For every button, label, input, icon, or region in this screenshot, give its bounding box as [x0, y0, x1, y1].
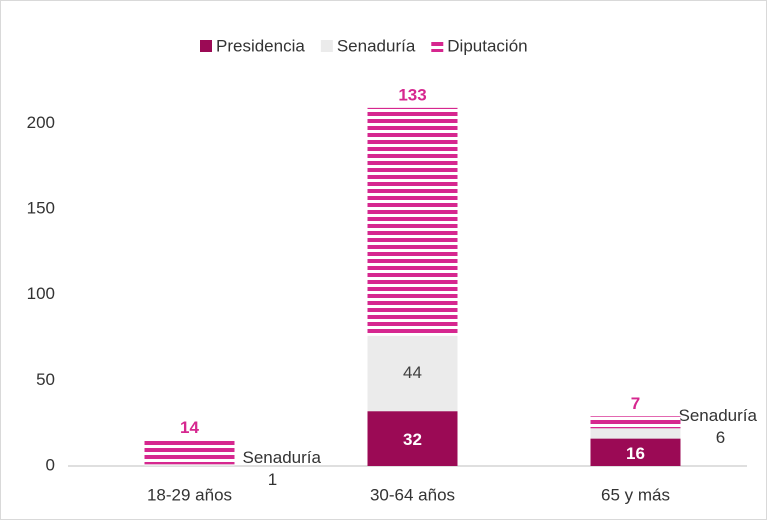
bar-segment [590, 428, 681, 439]
data-label: 14 [180, 418, 199, 437]
x-tick-label: 30-64 años [370, 485, 455, 504]
legend-swatch [320, 40, 333, 52]
data-label-name: Senaduría [243, 448, 322, 467]
data-label: 32 [403, 430, 422, 449]
bar-segment [144, 440, 235, 465]
data-label: 133 [398, 85, 426, 104]
bar-segment [367, 411, 458, 466]
legend-label: Presidencia [216, 36, 305, 55]
y-tick-label: 50 [36, 370, 55, 389]
data-label: 6 [716, 428, 725, 447]
legend-swatch [200, 40, 212, 52]
legend-label: Senaduría [337, 36, 416, 55]
x-tick-label: 18-29 años [147, 485, 232, 504]
legend-label: Diputación [447, 36, 527, 55]
y-tick-label: 200 [27, 113, 55, 132]
bar-segment [144, 464, 235, 466]
data-label: 1 [268, 470, 277, 489]
x-tick-label: 65 y más [601, 485, 670, 504]
bar-segment [367, 335, 458, 412]
y-tick-label: 100 [27, 284, 55, 303]
y-tick-label: 150 [27, 198, 55, 217]
y-tick-label: 0 [46, 455, 55, 474]
legend-swatch [431, 40, 444, 52]
data-label: 16 [626, 444, 645, 463]
bar-segment [590, 416, 681, 429]
bar-segment [590, 438, 681, 466]
data-label: 44 [403, 363, 422, 382]
data-label-name: Senaduría [679, 406, 758, 425]
data-label: 7 [631, 394, 640, 413]
bar-segment [367, 107, 458, 336]
